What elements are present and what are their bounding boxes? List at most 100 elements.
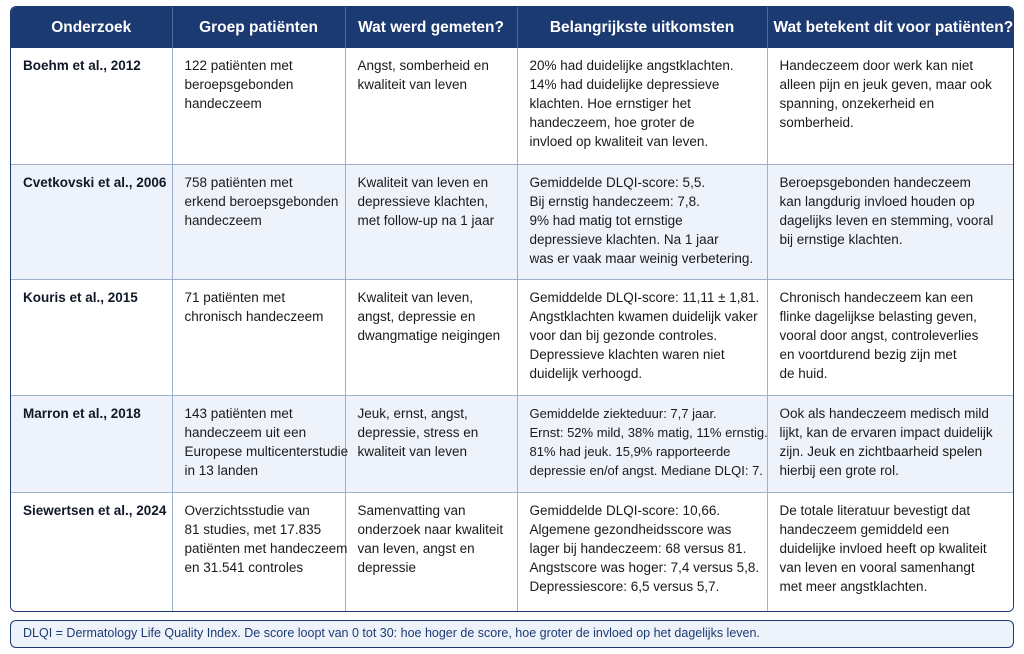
cell-line: spanning, onzekerheid en <box>779 96 935 111</box>
study-cell: Cvetkovski et al., 2006 <box>11 164 173 279</box>
cell-line: 14% had duidelijke depressieve <box>529 77 720 92</box>
cell-line: handeczeem uit een <box>184 424 307 440</box>
outcomes-cell: 20% had duidelijke angstklachten. 14% ha… <box>517 48 768 164</box>
cell-line: De totale literatuur bevestigt dat <box>779 502 971 518</box>
cell-line: lijkt, kan de ervaren impact duidelijk <box>779 424 993 440</box>
cell-line: Depressiescore: 6,5 versus 5,7. <box>529 578 720 594</box>
cell-line: handeczeem <box>184 212 262 228</box>
outcomes-cell: Gemiddelde DLQI-score: 10,66. Algemene g… <box>517 492 768 611</box>
cell-line: Europese multicenterstudie <box>184 443 349 459</box>
cell-line: erkend beroepsgebonden <box>184 193 339 209</box>
cell-line: Handeczeem door werk kan niet <box>779 58 974 73</box>
cell-line: beroepsgebonden <box>184 77 294 92</box>
table-row: Boehm et al., 2012 122 patiënten met ber… <box>11 48 1013 164</box>
cell-line: Kwaliteit van leven, <box>357 289 474 305</box>
cell-line: depressieve klachten, <box>357 193 489 209</box>
cell-line: en voortdurend bezig zijn met <box>779 346 957 362</box>
cell-line: Beroepsgebonden handeczeem <box>779 174 971 190</box>
cell-line: handeczeem gemiddeld een <box>779 521 950 537</box>
cell-line: 9% had matig tot ernstige <box>529 212 683 228</box>
group-cell: Overzichtsstudie van 81 studies, met 17.… <box>172 492 348 611</box>
column-header-outcomes: Belangrijkste uitkomsten <box>517 7 768 48</box>
measured-cell: Jeuk, ernst, angst, depressie, stress en… <box>345 395 518 492</box>
cell-line: 758 patiënten met <box>184 174 293 190</box>
cell-line: 122 patiënten met <box>184 58 293 73</box>
column-header-measured: Wat werd gemeten? <box>345 7 518 48</box>
cell-line: duidelijke invloed heeft op kwaliteit <box>779 540 987 556</box>
cell-line: Ernst: 52% mild, 38% matig, 11% ernstig. <box>529 424 768 440</box>
cell-line: zijn. Jeuk en zichtbaarheid spelen <box>779 443 983 459</box>
table-row: Cvetkovski et al., 2006 758 patiënten me… <box>11 164 1013 279</box>
cell-line: Gemiddelde DLQI-score: 10,66. <box>529 502 721 518</box>
meaning-cell: Beroepsgebonden handeczeem kan langdurig… <box>767 164 1013 279</box>
cell-line: Chronisch handeczeem kan een <box>779 289 974 305</box>
study-name: Cvetkovski et al., 2006 <box>23 174 167 190</box>
cell-line: 81 studies, met 17.835 <box>184 521 322 537</box>
cell-line: klachten. Hoe ernstiger het <box>529 96 691 111</box>
cell-line: Angstklachten kwamen duidelijk vaker <box>529 308 758 324</box>
study-name: Kouris et al., 2015 <box>23 289 138 305</box>
group-cell: 122 patiënten met beroepsgebonden handec… <box>172 48 346 164</box>
outcomes-cell: Gemiddelde DLQI-score: 5,5. Bij ernstig … <box>517 164 768 279</box>
cell-line: chronisch handeczeem <box>184 308 324 324</box>
cell-line: de huid. <box>779 365 828 381</box>
meaning-cell: De totale literatuur bevestigt dat hande… <box>767 492 1013 611</box>
cell-line: van leven en vooral samenhangt <box>779 559 975 575</box>
cell-line: 71 patiënten met <box>184 289 286 305</box>
cell-line: was er vaak maar weinig verbetering. <box>529 250 754 266</box>
cell-line: Depressieve klachten waren niet <box>529 346 725 362</box>
cell-line: kwaliteit van leven <box>357 77 468 92</box>
outcomes-cell: Gemiddelde DLQI-score: 11,11 ± 1,81. Ang… <box>517 279 768 395</box>
cell-line: hierbij een grote rol. <box>779 462 899 478</box>
outcomes-cell: Gemiddelde ziekteduur: 7,7 jaar. Ernst: … <box>517 395 768 492</box>
group-cell: 143 patiënten met handeczeem uit een Eur… <box>172 395 349 492</box>
cell-line: onderzoek naar kwaliteit <box>357 521 504 537</box>
cell-line: lager bij handeczeem: 68 versus 81. <box>529 540 747 556</box>
cell-line: depressie en/of angst. Mediane DLQI: 7. <box>529 462 763 478</box>
cell-line: handeczeem <box>184 96 262 111</box>
measured-cell: Kwaliteit van leven, angst, depressie en… <box>345 279 518 395</box>
meaning-cell: Chronisch handeczeem kan een flinke dage… <box>767 279 1013 395</box>
cell-line: met follow-up na 1 jaar <box>357 212 495 228</box>
studies-table: Onderzoek Groep patiënten Wat werd gemet… <box>11 7 1013 611</box>
study-name: Siewertsen et al., 2024 <box>23 502 167 518</box>
cell-line: kwaliteit van leven <box>357 443 468 459</box>
table-row: Siewertsen et al., 2024 Overzichtsstudie… <box>11 492 1013 611</box>
cell-line: Angst, somberheid en <box>357 58 489 73</box>
cell-line: Gemiddelde DLQI-score: 5,5. <box>529 174 706 190</box>
study-cell: Marron et al., 2018 <box>11 395 173 492</box>
cell-line: van leven, angst en <box>357 540 475 556</box>
cell-line: 20% had duidelijke angstklachten. <box>529 58 734 73</box>
cell-line: en 31.541 controles <box>184 559 304 575</box>
cell-line: depressieve klachten. Na 1 jaar <box>529 231 719 247</box>
cell-line: handeczeem, hoe groter de <box>529 115 695 130</box>
study-cell: Kouris et al., 2015 <box>11 279 173 395</box>
cell-line: dagelijks leven en stemming, vooral <box>779 212 994 228</box>
study-cell: Siewertsen et al., 2024 <box>11 492 173 611</box>
cell-line: Gemiddelde DLQI-score: 11,11 ± 1,81. <box>529 289 760 305</box>
table-row: Marron et al., 2018 143 patiënten met ha… <box>11 395 1013 492</box>
cell-line: somberheid. <box>779 115 854 130</box>
group-cell: 71 patiënten met chronisch handeczeem <box>172 279 346 395</box>
cell-line: Ook als handeczeem medisch mild <box>779 405 989 421</box>
cell-line: vooral door angst, controleverlies <box>779 327 979 343</box>
cell-line: Angstscore was hoger: 7,4 versus 5,8. <box>529 559 760 575</box>
cell-line: Bij ernstig handeczeem: 7,8. <box>529 193 700 209</box>
cell-line: Gemiddelde ziekteduur: 7,7 jaar. <box>529 405 717 421</box>
cell-line: voor dan bij gezonde controles. <box>529 327 718 343</box>
group-cell: 758 patiënten met erkend beroepsgebonden… <box>172 164 346 279</box>
cell-line: depressie, stress en <box>357 424 479 440</box>
cell-line: in 13 landen <box>184 462 259 478</box>
cell-line: met meer angstklachten. <box>779 578 928 594</box>
cell-line: invloed op kwaliteit van leven. <box>529 134 709 149</box>
cell-line: patiënten met handeczeem <box>184 540 348 556</box>
study-name: Boehm et al., 2012 <box>23 58 141 73</box>
cell-line: depressie <box>357 559 417 575</box>
measured-cell: Angst, somberheid en kwaliteit van leven <box>345 48 518 164</box>
cell-line: duidelijk verhoogd. <box>529 365 643 381</box>
meaning-cell: Ook als handeczeem medisch mild lijkt, k… <box>767 395 1013 492</box>
cell-line: flinke dagelijkse belasting geven, <box>779 308 977 324</box>
cell-line: angst, depressie en <box>357 308 476 324</box>
table-row: Kouris et al., 2015 71 patiënten met chr… <box>11 279 1013 395</box>
cell-line: Samenvatting van <box>357 502 466 518</box>
